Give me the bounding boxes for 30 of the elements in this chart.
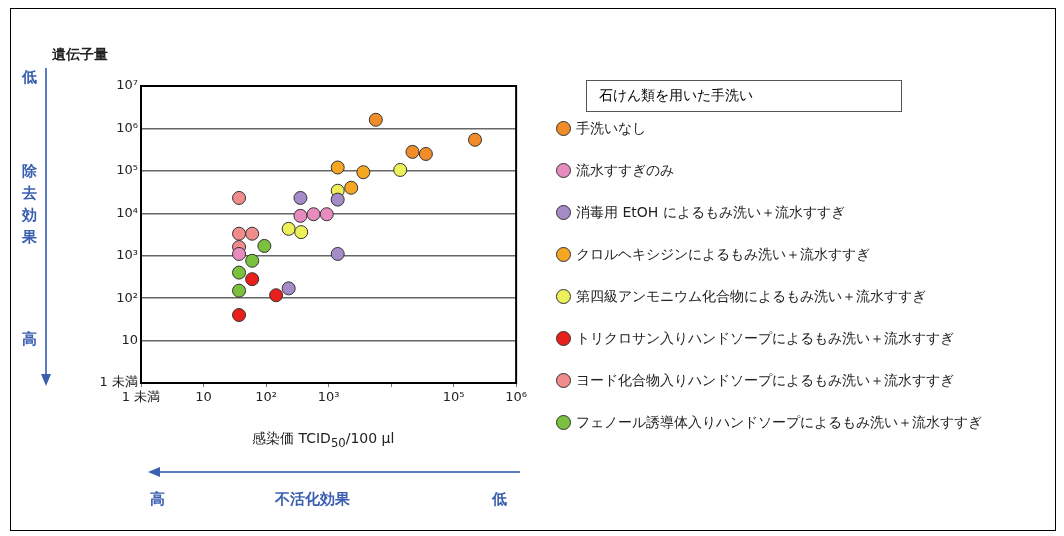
y-tick-label: 10⁴	[116, 204, 138, 220]
legend-label: フェノール誘導体入りハンドソープによるもみ洗い＋流水すすぎ	[576, 413, 982, 432]
x-tick-label: 10²	[255, 389, 277, 405]
y-tick-label: 10⁶	[116, 119, 138, 135]
legend-label: 手洗いなし	[576, 119, 646, 138]
legend-title: 石けん類を用いた手洗い	[586, 80, 902, 112]
legend-label: クロルヘキシジンによるもみ洗い＋流水すすぎ	[576, 245, 870, 264]
text: 低	[22, 68, 37, 87]
y-axis-title: 遺伝子量	[52, 46, 108, 64]
legend-label: 流水すすぎのみ	[576, 161, 674, 180]
text: 除去効果	[22, 161, 38, 248]
legend-label: 消毒用 EtOH によるもみ洗い＋流水すすぎ	[576, 203, 845, 222]
legend-label: ヨード化合物入りハンドソープによるもみ洗い＋流水すすぎ	[576, 371, 954, 390]
y-tick-label: 10⁵	[116, 162, 138, 178]
x-tick-label: 10	[195, 389, 212, 405]
x-tick-label: 10⁶	[505, 389, 528, 405]
x-tick-label: 10³	[317, 389, 340, 405]
x-axis-title: 感染価 TCID$_{50}$/100 μl	[252, 430, 395, 450]
text: 不活化効果	[275, 490, 350, 509]
y-tick-label: 10²	[116, 289, 138, 305]
x-tick-label: 10⁵	[442, 389, 465, 405]
text: 低	[492, 490, 507, 509]
y-tick-label: 1 未満	[99, 374, 138, 390]
text: 高	[150, 490, 165, 509]
y-tick-label: 10	[121, 331, 138, 347]
y-tick-label: 10⁷	[116, 77, 138, 93]
legend-label: 第四級アンモニウム化合物によるもみ洗い＋流水すすぎ	[576, 287, 926, 306]
text: 高	[22, 330, 37, 349]
y-tick-label: 10³	[116, 247, 138, 263]
legend-label: トリクロサン入りハンドソープによるもみ洗い＋流水すすぎ	[576, 329, 954, 348]
